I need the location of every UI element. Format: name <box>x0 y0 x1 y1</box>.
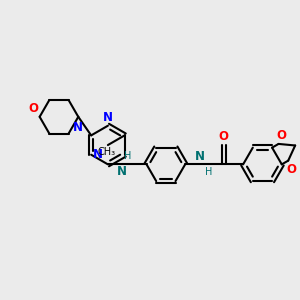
Text: N: N <box>103 111 113 124</box>
Text: H: H <box>205 167 212 177</box>
Text: CH₃: CH₃ <box>98 147 116 157</box>
Text: O: O <box>219 130 229 143</box>
Text: N: N <box>73 121 83 134</box>
Text: N: N <box>117 165 127 178</box>
Text: O: O <box>277 129 286 142</box>
Text: O: O <box>28 102 38 115</box>
Text: N: N <box>194 150 205 163</box>
Text: O: O <box>286 163 296 176</box>
Text: N: N <box>93 148 103 161</box>
Text: H: H <box>124 151 131 161</box>
